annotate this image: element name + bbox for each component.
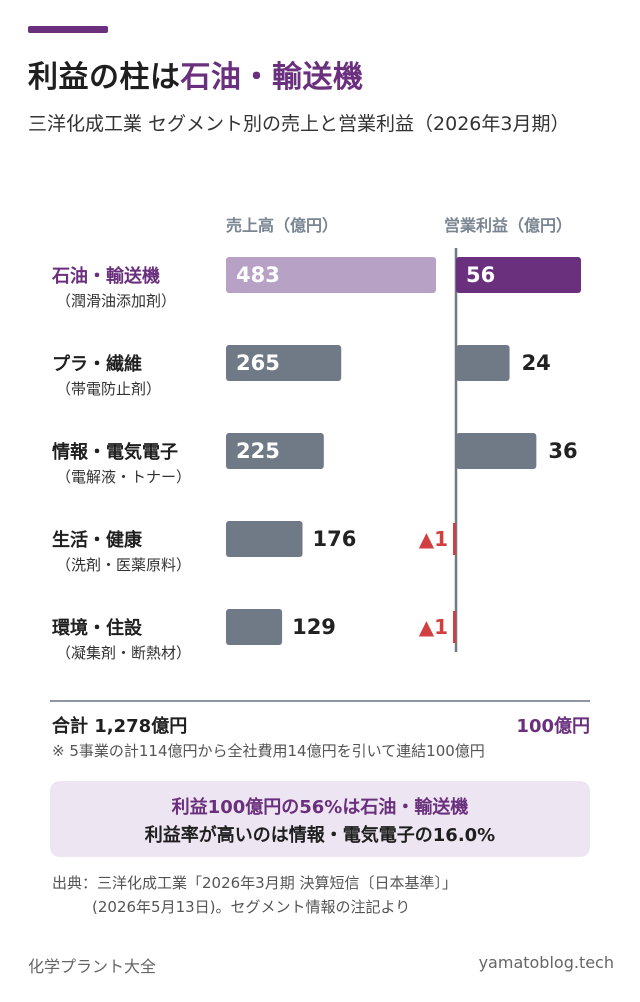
sales-value-1: 265 xyxy=(236,351,280,375)
sales-value-2: 225 xyxy=(236,439,280,463)
sales-column-header: 売上高（億円） xyxy=(226,216,339,235)
profit-value-1: 24 xyxy=(522,351,551,375)
profit-bar-0 xyxy=(456,257,581,293)
segment-name-0: 石油・輸送機 xyxy=(52,266,160,287)
summary-note: ※ 5事業の計114億円から全社費用14億円を引いて連結100億円 xyxy=(52,742,485,760)
profit-value-3: ▲1 xyxy=(419,527,448,551)
segment-sub-2: （電解液・トナー） xyxy=(56,468,192,486)
key-takeaway-box: 利益100億円の56%は石油・輸送機 利益率が高いのは情報・電気電子の16.0% xyxy=(50,781,590,857)
segment-name-4: 環境・住設 xyxy=(52,618,142,639)
profit-bar-3 xyxy=(453,523,456,555)
sales-total: 合計 1,278億円 xyxy=(52,716,188,737)
source-line-1: 出典：三洋化成工業「2026年3月期 決算短信〔日本基準〕」 xyxy=(52,874,457,892)
footer-brand: 化学プラント大全 xyxy=(28,957,157,976)
sales-bar-0 xyxy=(226,257,436,293)
profit-value-0: 56 xyxy=(466,263,495,287)
profit-bar-1 xyxy=(456,345,510,381)
takeaway-line-1: 利益100億円の56%は石油・輸送機 xyxy=(171,797,469,818)
sales-value-4: 129 xyxy=(292,615,336,639)
profit-value-2: 36 xyxy=(548,439,577,463)
segment-name-2: 情報・電気電子 xyxy=(52,442,178,463)
page-subtitle: 三洋化成工業 セグメント別の売上と営業利益（2026年3月期） xyxy=(28,113,570,135)
segment-sub-3: （洗剤・医薬原料） xyxy=(56,556,192,574)
footer-site: yamatoblog.tech xyxy=(478,953,614,972)
segment-name-3: 生活・健康 xyxy=(52,530,142,551)
profit-total: 100億円 xyxy=(516,716,590,737)
profit-bar-4 xyxy=(453,611,456,643)
sales-bar-2 xyxy=(226,433,324,469)
sales-bar-1 xyxy=(226,345,342,381)
profit-value-4: ▲1 xyxy=(419,615,448,639)
summary-divider xyxy=(50,700,590,702)
sales-bar-4 xyxy=(226,609,283,645)
title-highlight: 石油・輸送機 xyxy=(180,60,364,95)
sales-value-0: 483 xyxy=(236,263,280,287)
title-accent-bar xyxy=(28,26,108,33)
segment-sub-1: （帯電防止剤） xyxy=(56,380,162,398)
sales-value-3: 176 xyxy=(313,527,357,551)
segment-name-1: プラ・繊維 xyxy=(52,354,142,375)
segment-sub-4: （凝集剤・断熱材） xyxy=(56,644,192,662)
title-prefix: 利益の柱は xyxy=(28,60,181,95)
sales-bar-3 xyxy=(226,521,303,557)
page-title: 利益の柱は石油・輸送機 xyxy=(28,52,364,96)
profit-bar-2 xyxy=(456,433,537,469)
profit-column-header: 営業利益（億円） xyxy=(444,216,573,235)
source-line-2: (2026年5月13日)。セグメント情報の注記より xyxy=(92,898,411,916)
takeaway-line-2: 利益率が高いのは情報・電気電子の16.0% xyxy=(144,825,496,846)
segment-sub-0: （潤滑油添加剤） xyxy=(56,292,177,310)
